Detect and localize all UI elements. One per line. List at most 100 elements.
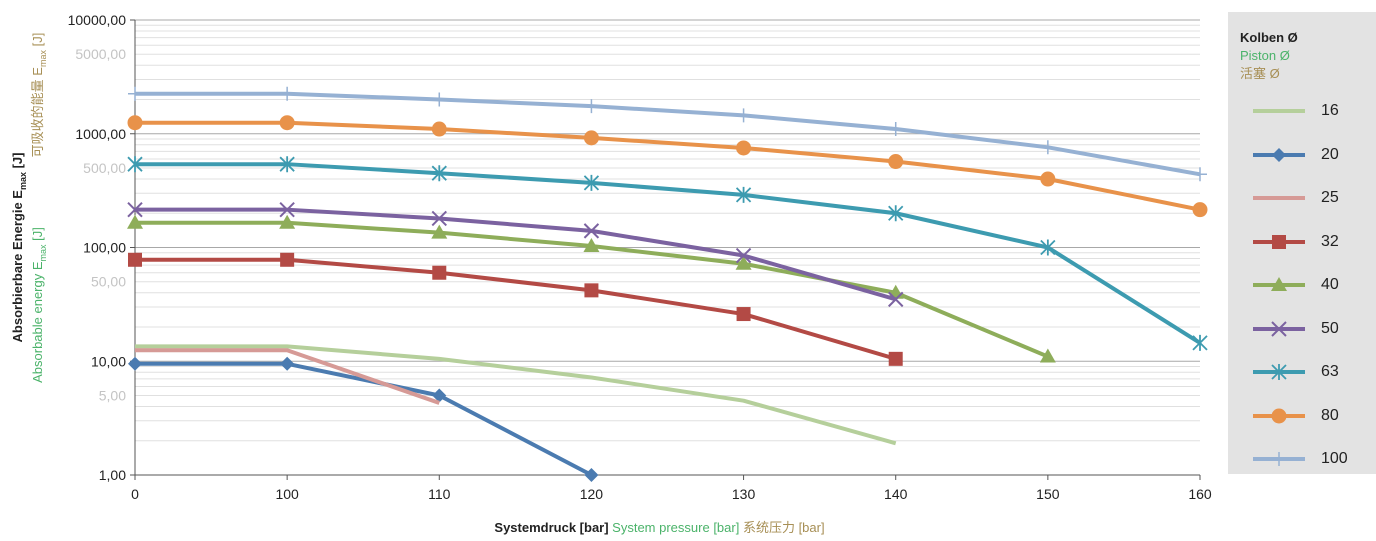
series-line-80 [135,120,1201,212]
data-point-80 [1192,202,1208,218]
legend-label: 20 [1321,145,1339,163]
legend-label: 50 [1321,319,1339,337]
series-line-16 [135,344,897,446]
legend-label: 100 [1321,450,1348,467]
legend-swatch-marker [1272,452,1286,466]
data-point-32 [280,252,295,267]
legend-label: 32 [1321,232,1339,250]
legend-swatch [1253,364,1305,380]
legend-title-zh: 活塞 Ø [1240,66,1280,81]
x-tick-label: 110 [428,486,451,502]
series-100 [128,86,1207,182]
legend-swatch-marker [1271,364,1287,380]
data-point-40 [1039,348,1056,363]
data-point-32 [432,265,447,280]
y-tick-label: 10000,00 [68,12,127,28]
data-point-63 [888,205,904,222]
data-point-100 [584,99,599,114]
data-point-20 [280,356,295,371]
legend-item-63: 63 [1228,359,1376,385]
y-tick-label-minor: 5000,00 [75,46,126,62]
data-point-50 [431,210,447,227]
legend-label: 80 [1321,406,1339,424]
data-point-40 [431,224,448,239]
x-tick-label: 140 [884,486,908,502]
series-20 [128,356,599,482]
data-point-63 [279,156,295,173]
y-axis-label-en: Absorbable energy Emax [J] [30,227,48,383]
data-point-63 [1192,334,1208,351]
data-point-80 [736,140,752,156]
data-point-50 [735,247,752,264]
y-tick-label: 10,00 [91,353,126,369]
legend-item-50: 50 [1228,316,1376,342]
legend-swatch-marker [1272,234,1286,249]
data-point-32 [584,283,599,298]
x-axis-label: Systemdruck [bar] System pressure [bar] … [494,520,824,535]
x-axis-label-de: Systemdruck [bar] [494,520,608,535]
x-tick-label: 120 [580,486,604,502]
data-point-20 [128,356,142,371]
series-line-63 [135,162,1202,345]
data-point-80 [888,154,904,170]
y-tick-label: 100,00 [83,240,126,256]
x-axis-label-en: System pressure [bar] [609,520,740,535]
data-point-100 [1193,167,1207,182]
legend-swatch [1253,147,1305,162]
data-point-32 [888,351,903,366]
data-point-80 [431,121,447,137]
data-point-50 [127,201,143,218]
series-line-100 [135,91,1201,177]
data-point-63 [127,156,143,173]
legend-swatch-marker [1272,147,1286,162]
x-axis-label-zh: 系统压力 [bar] [739,520,824,535]
data-point-100 [280,86,295,101]
legend-swatch [1253,320,1305,337]
data-point-20 [432,388,447,403]
x-tick-label: 130 [732,486,756,502]
data-point-40 [583,238,600,253]
data-point-100 [128,86,142,101]
legend-swatch [1253,277,1305,291]
legend-label: 63 [1321,363,1339,380]
data-point-100 [432,92,447,107]
legend-item-20: 20 [1228,142,1376,168]
series-63 [127,156,1208,351]
data-point-32 [128,252,142,267]
data-point-32 [736,307,751,322]
legend-item-100: 100 [1228,446,1376,472]
legend-swatch-marker [1271,320,1287,337]
x-tick-label: 0 [131,486,139,502]
legend-swatch [1253,408,1305,423]
y-axis-label-zh: 可吸收的能量 Emax [J] [30,33,48,158]
x-tick-label: 100 [275,486,299,502]
series-50 [127,201,904,308]
series-25 [135,348,440,405]
legend-label: 25 [1321,189,1339,206]
legend-label: 16 [1321,102,1339,119]
legend-swatch-marker [1271,277,1287,291]
series-line-50 [135,207,897,302]
legend-title-en: Piston Ø [1240,48,1290,63]
series-line-32 [135,257,897,361]
y-tick-label: 1,00 [99,467,126,483]
data-point-20 [584,468,599,482]
data-point-100 [1040,140,1055,155]
data-point-100 [888,122,903,137]
legend-item-80: 80 [1228,403,1376,429]
data-point-63 [431,165,447,182]
data-point-63 [735,186,752,203]
series-line-20 [135,361,593,477]
data-point-50 [279,201,295,218]
data-point-50 [888,291,904,308]
legend-item-25: 25 [1228,185,1376,211]
y-axis-label-de: Absorbierbare Energie Emax [J] [10,153,28,343]
data-point-80 [279,115,295,131]
legend-swatch [1253,196,1305,200]
y-tick-label: 1000,00 [75,126,126,142]
legend-swatch-marker [1271,408,1287,423]
series-16 [135,344,897,446]
legend-title-de: Kolben Ø [1240,30,1298,45]
legend-swatch [1253,109,1305,113]
legend-swatch [1253,452,1305,466]
